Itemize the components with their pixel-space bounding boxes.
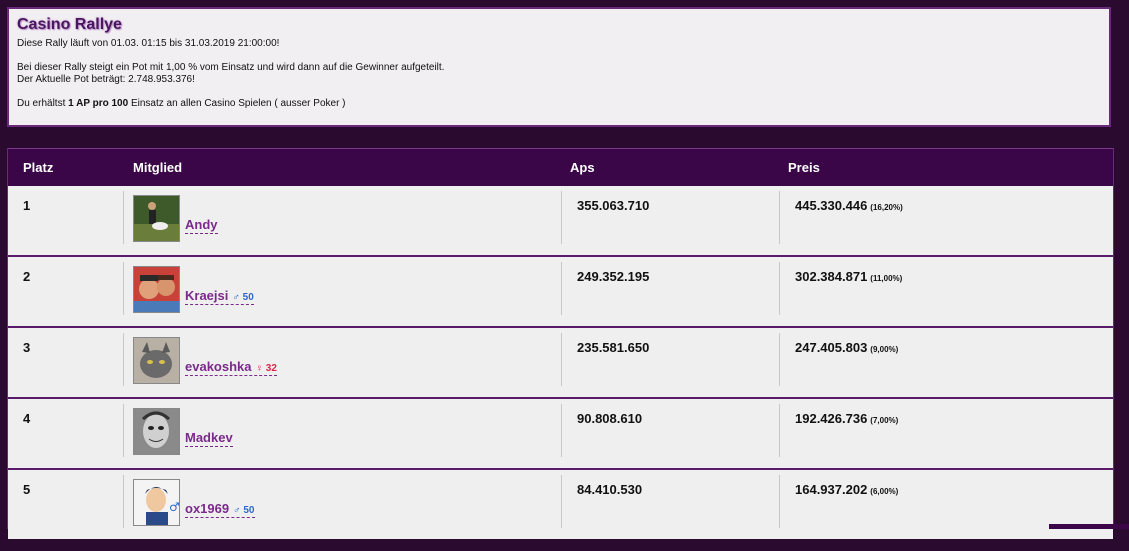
rank-cell: 3 <box>23 340 31 355</box>
aps-value: 90.808.610 <box>577 411 643 426</box>
aps-cell: 235.581.650 <box>561 333 649 386</box>
prize-percent: (9,00%) <box>870 345 899 354</box>
rally-info-box: Casino Rallye Diese Rally läuft von 01.0… <box>7 7 1111 127</box>
header-prize: Preis <box>788 160 820 175</box>
gender-symbol: ♂ <box>233 505 241 516</box>
gender-symbol: ♀ <box>255 363 264 374</box>
prize-cell: 302.384.871 (11,00%) <box>779 262 902 315</box>
male-icon: ♂ 50 <box>233 505 254 516</box>
prize-value: 302.384.871 <box>795 269 868 284</box>
ranking-table: Platz Mitglied Aps Preis 1 Andy 355.063.… <box>7 148 1114 539</box>
avatar[interactable] <box>133 266 180 313</box>
footer-corner <box>1049 524 1129 529</box>
rally-period: Diese Rally läuft von 01.03. 01:15 bis 3… <box>17 38 280 49</box>
rally-points-rule: Du erhältst 1 AP pro 100 Einsatz an alle… <box>17 98 1101 110</box>
avatar[interactable] <box>133 408 180 455</box>
header-member: Mitglied <box>133 160 183 175</box>
member-cell: Andy <box>123 191 218 244</box>
prize-value: 192.426.736 <box>795 411 868 426</box>
aps-cell: 90.808.610 <box>561 404 642 457</box>
rank-cell: 1 <box>23 198 31 213</box>
prize-percent: (11,00%) <box>870 274 903 283</box>
prize-value: 247.405.803 <box>795 340 868 355</box>
member-cell: ♂ ox1969 ♂ 50 <box>123 475 255 528</box>
member-cell: Madkev <box>123 404 233 457</box>
prize-percent: (7,00%) <box>870 416 899 425</box>
avatar[interactable]: ♂ <box>133 479 180 526</box>
prize-percent: (6,00%) <box>870 487 899 496</box>
age: 50 <box>242 292 254 303</box>
aps-cell: 84.410.530 <box>561 475 642 528</box>
table-row: 4 Madkev 90.808.610 192.426.736 (7,00%) <box>8 399 1113 470</box>
username: Andy <box>185 217 218 232</box>
rule-rate: 1 AP pro 100 <box>68 98 129 109</box>
prize-cell: 164.937.202 (6,00%) <box>779 475 898 528</box>
aps-cell: 355.063.710 <box>561 191 649 244</box>
gender-symbol: ♂ <box>232 292 240 303</box>
rank-cell: 4 <box>23 411 31 426</box>
age: 50 <box>243 505 255 516</box>
table-header: Platz Mitglied Aps Preis <box>8 148 1113 186</box>
rule-prefix: Du erhältst <box>17 98 69 109</box>
avatar[interactable] <box>133 337 180 384</box>
aps-value: 235.581.650 <box>577 340 650 355</box>
rally-title: Casino Rallye <box>17 16 122 33</box>
age: 32 <box>265 363 277 374</box>
rally-pot-amount: Der Aktuelle Pot beträgt: 2.748.953.376! <box>17 74 195 85</box>
member-cell: evakoshka ♀ 32 <box>123 333 277 386</box>
prize-value: 445.330.446 <box>795 198 868 213</box>
prize-value: 164.937.202 <box>795 482 868 497</box>
aps-value: 355.063.710 <box>577 198 650 213</box>
female-icon: ♀ 32 <box>256 363 277 374</box>
username: evakoshka <box>185 359 252 374</box>
aps-cell: 249.352.195 <box>561 262 649 315</box>
prize-cell: 445.330.446 (16,20%) <box>779 191 903 244</box>
username-link[interactable]: ox1969 ♂ 50 <box>185 501 255 518</box>
rank-cell: 5 <box>23 482 31 497</box>
table-row: 2 Kraejsi ♂ 50 249.352.195 302.384.871 (11… <box>8 257 1113 328</box>
rally-pot-rule: Bei dieser Rally steigt ein Pot mit 1,00… <box>17 62 445 73</box>
username: Madkev <box>185 430 233 445</box>
header-rank: Platz <box>23 160 54 175</box>
table-row: 5 ♂ ox1969 ♂ 50 84.410.530 164.937.202 (6,… <box>8 470 1113 539</box>
rank-cell: 2 <box>23 269 31 284</box>
header-aps: Aps <box>570 160 595 175</box>
table-row: 3 evakoshka ♀ 32 235.581.650 247.405.803(… <box>8 328 1113 399</box>
username: Kraejsi <box>185 288 229 303</box>
prize-cell: 192.426.736 (7,00%) <box>779 404 898 457</box>
username-link[interactable]: evakoshka ♀ 32 <box>185 359 277 376</box>
username-link[interactable]: Madkev <box>185 430 233 447</box>
member-cell: Kraejsi ♂ 50 <box>123 262 254 315</box>
table-row: 1 Andy 355.063.710 445.330.446 (16,20%) <box>8 186 1113 257</box>
username: ox1969 <box>185 501 230 516</box>
avatar[interactable] <box>133 195 180 242</box>
aps-value: 249.352.195 <box>577 269 650 284</box>
male-icon: ♂ 50 <box>232 292 253 303</box>
svg-text:♂: ♂ <box>169 500 179 514</box>
aps-value: 84.410.530 <box>577 482 643 497</box>
username-link[interactable]: Kraejsi ♂ 50 <box>185 288 254 305</box>
username-link[interactable]: Andy <box>185 217 218 234</box>
prize-cell: 247.405.803 (9,00%) <box>779 333 898 386</box>
rule-suffix: Einsatz an allen Casino Spielen ( ausser… <box>128 98 346 109</box>
prize-percent: (16,20%) <box>870 203 903 212</box>
